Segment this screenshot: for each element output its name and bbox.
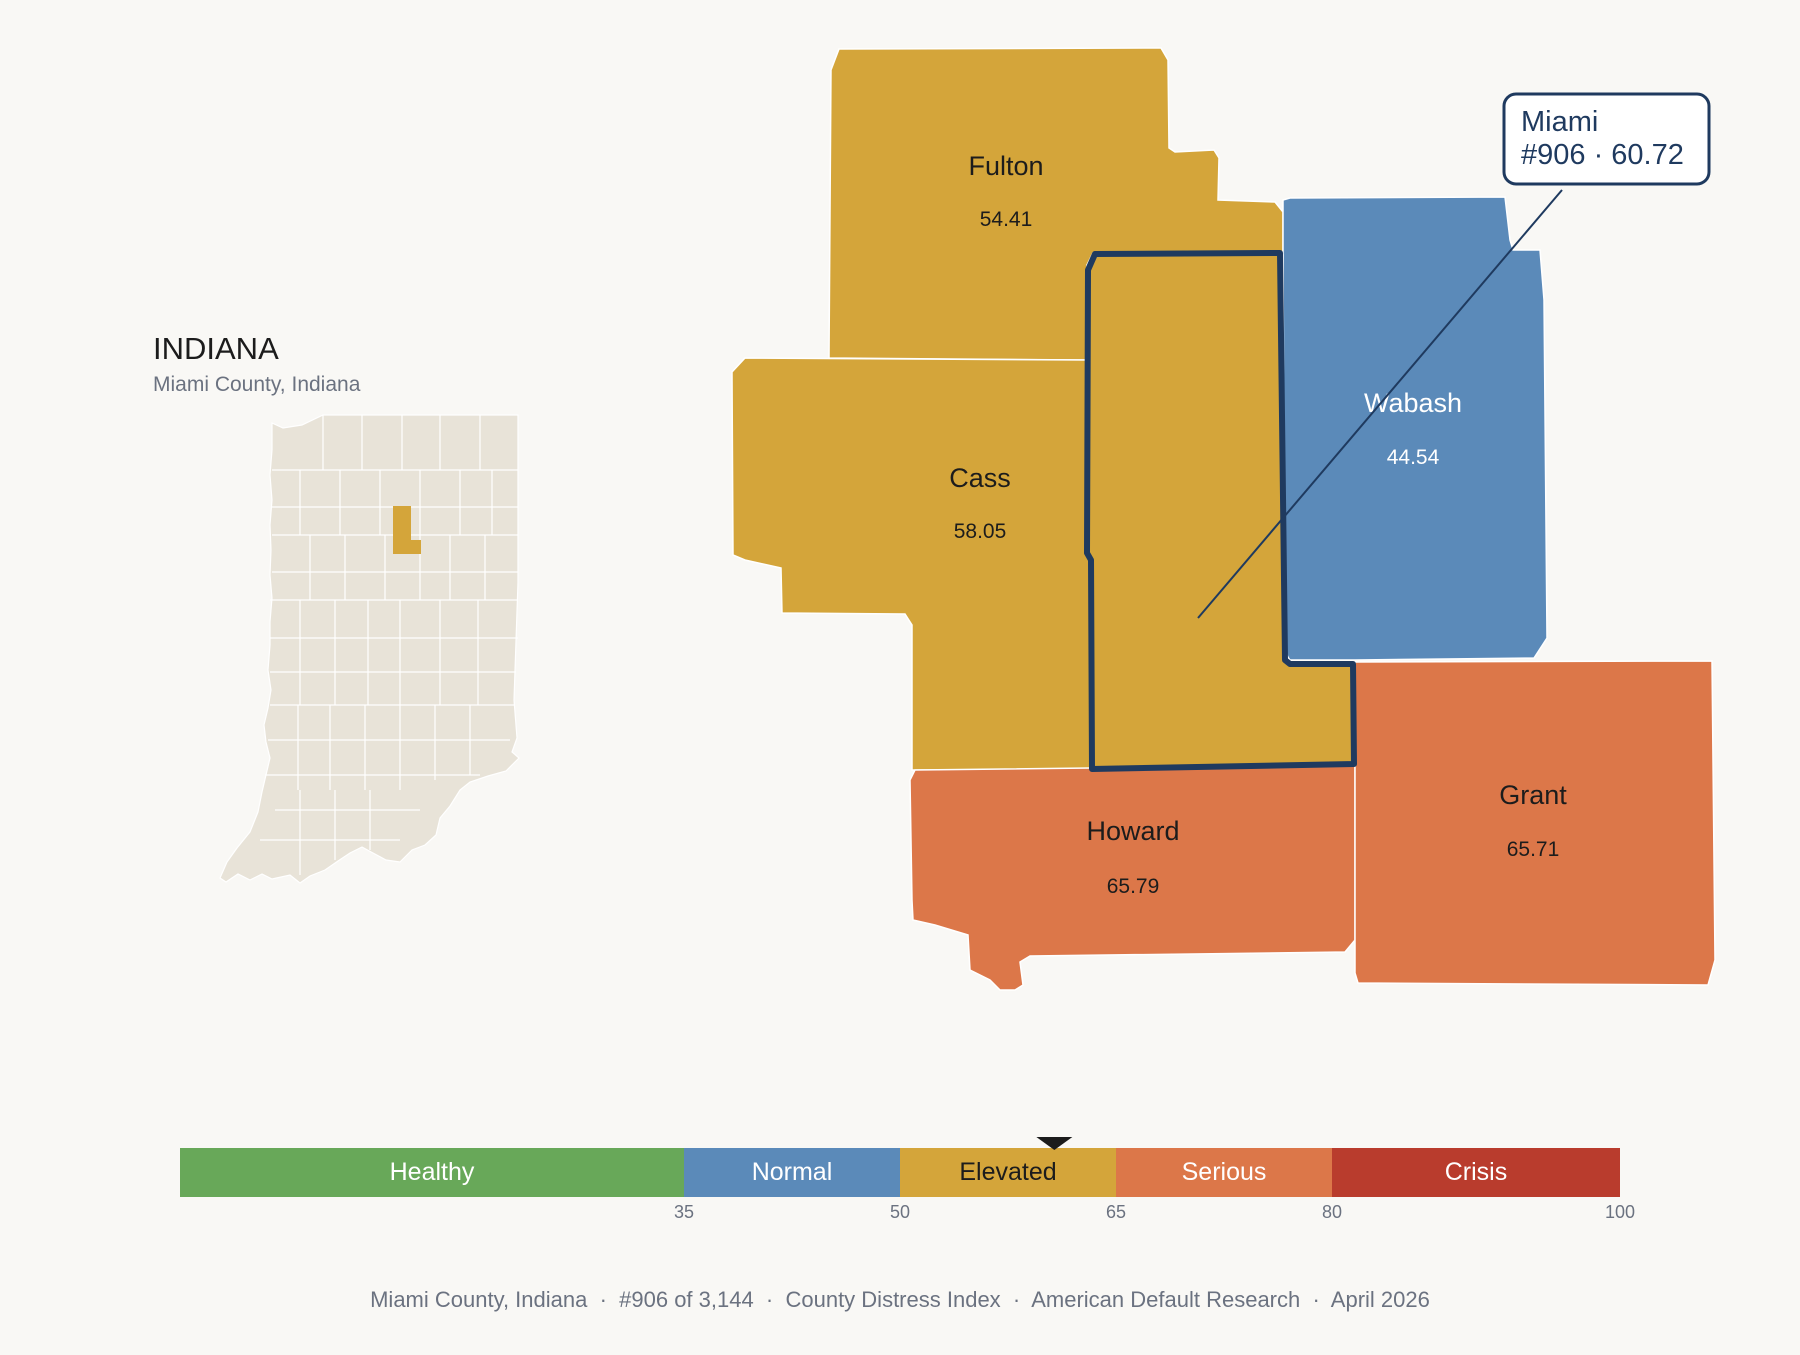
label-howard-value: 65.79 xyxy=(1107,875,1160,898)
state-inset: INDIANA Miami County, Indiana xyxy=(153,331,520,884)
legend-tick-65: 65 xyxy=(1106,1202,1126,1222)
state-subtitle: Miami County, Indiana xyxy=(153,373,361,396)
callout-box xyxy=(1502,92,1711,186)
footer-text: Miami County, Indiana · #906 of 3,144 · … xyxy=(370,1287,1430,1312)
county-map xyxy=(731,47,1716,991)
legend-scale: Healthy Normal Elevated Serious Crisis 35 50 65… xyxy=(180,1137,1635,1222)
legend-tick-100: 100 xyxy=(1605,1202,1635,1222)
legend-segment-serious xyxy=(1116,1148,1332,1197)
miami-county-inset xyxy=(393,506,411,554)
legend-label-elevated: Elevated xyxy=(959,1158,1056,1186)
county-grant[interactable] xyxy=(1354,660,1716,986)
legend-pointer-marker xyxy=(1036,1137,1073,1150)
miami-callout: Miami #906 · 60.72 xyxy=(1197,92,1711,619)
county-wabash[interactable] xyxy=(1282,196,1548,661)
legend-label-serious: Serious xyxy=(1182,1158,1267,1186)
callout-line2: #906 · 60.72 xyxy=(1521,139,1684,171)
label-fulton-value: 54.41 xyxy=(980,208,1033,231)
county-cass[interactable] xyxy=(731,357,1092,771)
legend-tick-35: 35 xyxy=(674,1202,694,1222)
miami-county-inset-foot xyxy=(411,540,421,554)
legend-tick-80: 80 xyxy=(1322,1202,1342,1222)
legend-segment-elevated xyxy=(900,1148,1116,1197)
legend-label-healthy: Healthy xyxy=(390,1158,475,1186)
label-cass-name: Cass xyxy=(949,463,1011,493)
legend-segment-crisis xyxy=(1332,1148,1620,1197)
label-fulton-name: Fulton xyxy=(968,151,1043,181)
label-grant-name: Grant xyxy=(1499,780,1567,810)
indiana-state-shape xyxy=(219,414,520,884)
label-cass-value: 58.05 xyxy=(954,520,1007,543)
callout-line1: Miami xyxy=(1521,106,1598,138)
label-wabash-value: 44.54 xyxy=(1387,446,1440,469)
legend-label-crisis: Crisis xyxy=(1445,1158,1508,1186)
label-wabash-name: Wabash xyxy=(1364,388,1462,418)
label-howard-name: Howard xyxy=(1086,816,1179,846)
legend-label-normal: Normal xyxy=(752,1158,833,1186)
legend-tick-50: 50 xyxy=(890,1202,910,1222)
state-title: INDIANA xyxy=(153,331,279,366)
miami-outline xyxy=(1084,250,1357,772)
callout-leader-line xyxy=(1197,189,1563,619)
label-grant-value: 65.71 xyxy=(1507,838,1560,861)
county-howard[interactable] xyxy=(909,764,1356,991)
legend-segment-normal xyxy=(684,1148,900,1197)
legend-segment-healthy xyxy=(180,1148,684,1197)
